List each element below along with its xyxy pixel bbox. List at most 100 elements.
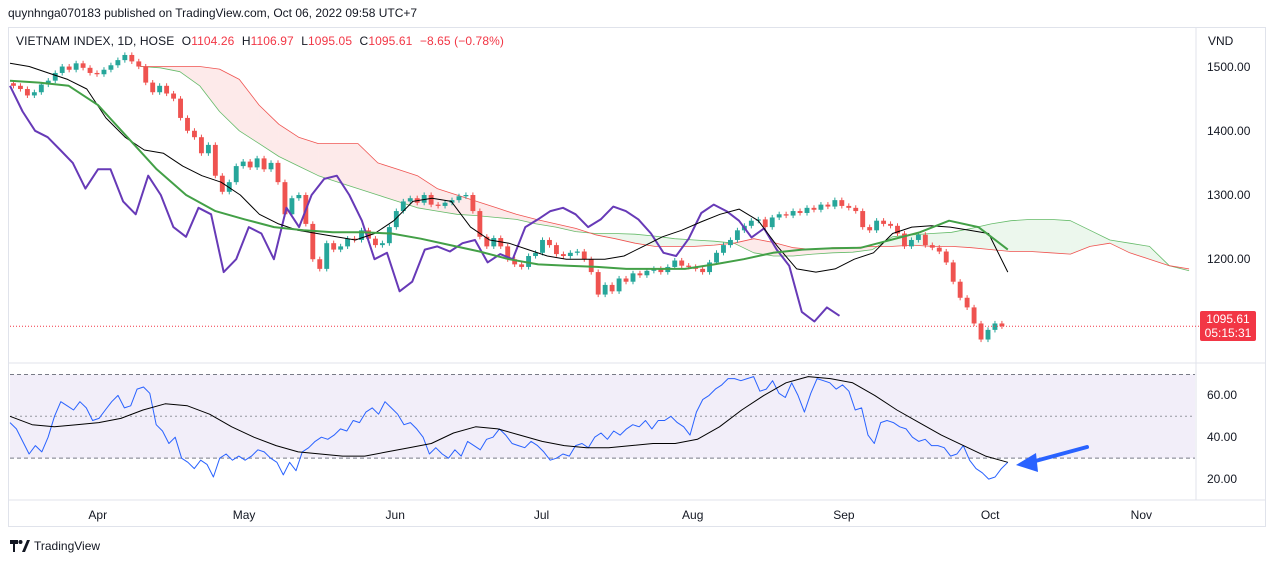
candle xyxy=(233,166,239,183)
candle xyxy=(31,92,37,96)
candle xyxy=(484,236,490,247)
candle xyxy=(366,230,371,239)
cloud-segment xyxy=(931,232,952,247)
candle xyxy=(136,61,142,67)
candle xyxy=(512,259,518,265)
candle xyxy=(505,246,511,260)
candle xyxy=(908,239,914,247)
candle xyxy=(867,227,873,231)
candle xyxy=(393,211,399,228)
candle xyxy=(679,260,685,266)
cloud-segment xyxy=(239,79,260,144)
candle xyxy=(853,207,859,212)
cloud-segment xyxy=(377,162,398,202)
candle xyxy=(421,195,427,203)
cloud-segment xyxy=(536,219,556,228)
candle xyxy=(359,230,364,240)
candle xyxy=(456,196,462,201)
candle xyxy=(435,204,441,206)
time-axis-tick: Nov xyxy=(1130,508,1153,522)
price-axis-tick: 1300.00 xyxy=(1207,188,1251,202)
candle xyxy=(463,195,469,197)
candle xyxy=(700,268,706,273)
candle xyxy=(80,63,86,68)
rsi-ma-line xyxy=(9,376,1008,463)
last-price-value: 1095.61 xyxy=(1206,312,1250,326)
candle xyxy=(964,297,970,308)
candle xyxy=(971,307,977,324)
tradingview-logo-icon xyxy=(10,540,30,552)
candle xyxy=(846,205,852,208)
candle xyxy=(526,256,532,267)
tradingview-logo[interactable]: TradingView xyxy=(10,539,100,553)
candle xyxy=(275,162,281,183)
candle xyxy=(108,65,114,70)
cloud-segment xyxy=(318,143,339,183)
cloud-segment xyxy=(1011,219,1031,252)
candle xyxy=(950,262,956,282)
candle xyxy=(595,272,601,295)
candle xyxy=(407,198,413,202)
cloud-segment xyxy=(516,214,537,224)
cloud-segment xyxy=(199,66,220,112)
candle xyxy=(957,281,963,298)
candle xyxy=(247,161,253,168)
candle xyxy=(386,227,392,244)
candle xyxy=(18,85,23,90)
cloud-segment xyxy=(278,124,299,167)
candle xyxy=(533,252,538,257)
leading-span-a-line xyxy=(140,66,1190,272)
cloud-segment xyxy=(417,175,438,212)
close-label: C xyxy=(359,34,369,48)
candle xyxy=(929,245,935,248)
candle xyxy=(943,251,949,263)
cloud-segment xyxy=(714,241,734,246)
candle xyxy=(922,234,928,246)
candle xyxy=(825,204,831,207)
candle xyxy=(122,54,128,61)
candle xyxy=(352,238,357,240)
candle xyxy=(540,239,545,253)
candle xyxy=(296,195,302,199)
price-axis-tick: 1400.00 xyxy=(1207,123,1251,138)
low-value: 1095.05 xyxy=(308,34,353,48)
candle xyxy=(574,251,580,253)
candle xyxy=(73,63,79,70)
candle xyxy=(226,182,232,192)
cloud-segment xyxy=(338,143,358,189)
candle xyxy=(888,223,893,226)
cloud-segment xyxy=(179,66,200,86)
candle xyxy=(198,137,204,154)
candle xyxy=(185,117,190,131)
base-line xyxy=(9,79,1009,270)
rsi-axis-tick: 40.00 xyxy=(1207,430,1238,445)
candle xyxy=(978,323,984,340)
candle xyxy=(268,162,274,170)
cloud-segment xyxy=(753,238,774,256)
cloud-segment xyxy=(951,228,972,248)
publisher-line: quynhnga070183 published on TradingView.… xyxy=(8,6,418,20)
candle xyxy=(324,243,330,269)
candle xyxy=(491,238,497,247)
candle xyxy=(644,270,650,276)
candle xyxy=(379,243,385,246)
symbol-label[interactable]: VIETNAM INDEX, 1D, HOSE xyxy=(16,34,175,48)
cloud-segment xyxy=(971,223,992,250)
candle xyxy=(289,198,295,215)
candles-group xyxy=(11,52,1005,343)
candle xyxy=(936,247,942,252)
candle xyxy=(762,219,768,228)
change-value: −8.65 (−0.78%) xyxy=(419,34,504,48)
cloud-segment xyxy=(298,137,319,176)
annotation-arrow-head xyxy=(1016,453,1038,472)
candle xyxy=(331,243,337,250)
annotation-arrow-shaft xyxy=(1026,445,1089,465)
candle xyxy=(902,233,907,247)
candle xyxy=(748,220,754,226)
candle xyxy=(658,268,664,273)
candle xyxy=(769,217,775,228)
time-axis-tick: Oct xyxy=(980,508,1000,522)
candle xyxy=(240,161,246,167)
candle xyxy=(219,175,225,192)
